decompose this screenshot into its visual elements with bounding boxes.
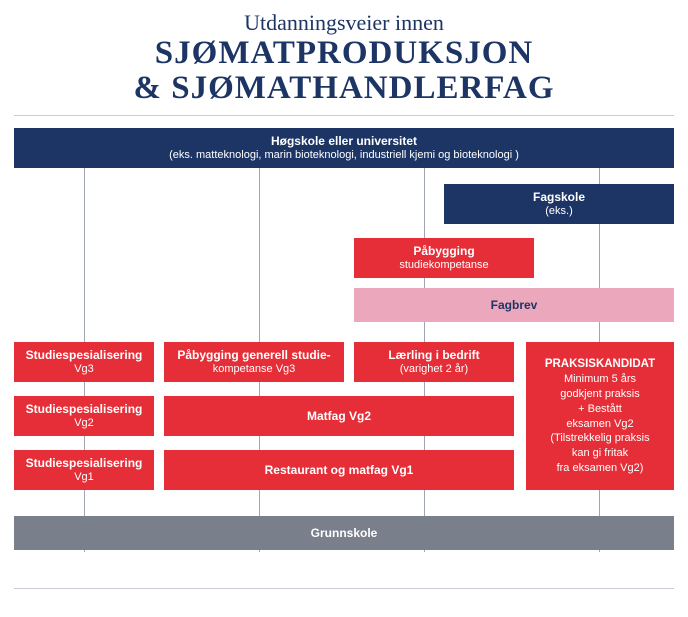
header-title-line1: SJØMATPRODUKSJON xyxy=(0,36,688,71)
praksis-line: godkjent praksis xyxy=(560,387,640,402)
box-studie-vg1: StudiespesialiseringVg1 xyxy=(14,450,154,490)
praksis-line: Minimum 5 års xyxy=(564,372,636,387)
praksis-line: fra eksamen Vg2) xyxy=(557,461,644,476)
box-label: Høgskole eller universitet xyxy=(271,134,417,149)
box-sublabel: studiekompetanse xyxy=(399,259,488,273)
box-label: Påbygging generell studie- xyxy=(177,348,330,363)
box-hogskole: Høgskole eller universitet(eks. mattekno… xyxy=(14,128,674,168)
praksis-line: (Tilstrekkelig praksis xyxy=(550,431,649,446)
box-sublabel: Vg3 xyxy=(74,363,94,377)
box-studie-vg3: StudiespesialiseringVg3 xyxy=(14,342,154,382)
box-laerling: Lærling i bedrift(varighet 2 år) xyxy=(354,342,514,382)
box-sublabel: (eks.) xyxy=(545,205,573,219)
box-sublabel: kompetanse Vg3 xyxy=(213,363,296,377)
box-sublabel: Vg2 xyxy=(74,417,94,431)
box-restaurant-vg1: Restaurant og matfag Vg1 xyxy=(164,450,514,490)
box-label: Matfag Vg2 xyxy=(307,409,371,424)
praksis-title: PRAKSISKANDIDAT xyxy=(545,357,655,373)
box-studie-vg2: StudiespesialiseringVg2 xyxy=(14,396,154,436)
box-grunnskole: Grunnskole xyxy=(14,516,674,550)
divider-top xyxy=(14,115,674,116)
box-sublabel: Vg1 xyxy=(74,471,94,485)
box-praksis: PRAKSISKANDIDATMinimum 5 årsgodkjent pra… xyxy=(526,342,674,490)
header-title-line2: & SJØMATHANDLERFAG xyxy=(0,71,688,106)
box-matfag-vg2: Matfag Vg2 xyxy=(164,396,514,436)
box-label: Fagbrev xyxy=(491,298,538,313)
box-label: Studiespesialisering xyxy=(26,348,143,363)
box-label: Studiespesialisering xyxy=(26,402,143,417)
box-fagskole: Fagskole(eks.) xyxy=(444,184,674,224)
box-sublabel: (eks. matteknologi, marin bioteknologi, … xyxy=(169,149,519,163)
diagram-canvas: Høgskole eller universitet(eks. mattekno… xyxy=(14,122,674,582)
box-label: Lærling i bedrift xyxy=(388,348,479,363)
box-label: Restaurant og matfag Vg1 xyxy=(265,463,414,478)
box-pabygging-studie: Påbyggingstudiekompetanse xyxy=(354,238,534,278)
divider-bottom xyxy=(14,588,674,589)
box-label: Fagskole xyxy=(533,190,585,205)
praksis-line: kan gi fritak xyxy=(572,446,628,461)
header: Utdanningsveier innen SJØMATPRODUKSJON &… xyxy=(0,0,688,105)
box-sublabel: (varighet 2 år) xyxy=(400,363,468,377)
praksis-line: + Bestått xyxy=(578,402,622,417)
box-pabygging-vg3: Påbygging generell studie-kompetanse Vg3 xyxy=(164,342,344,382)
box-label: Studiespesialisering xyxy=(26,456,143,471)
header-subtitle: Utdanningsveier innen xyxy=(0,10,688,36)
box-fagbrev: Fagbrev xyxy=(354,288,674,322)
praksis-line: eksamen Vg2 xyxy=(566,417,633,432)
box-label: Påbygging xyxy=(413,244,474,259)
box-label: Grunnskole xyxy=(311,526,378,541)
